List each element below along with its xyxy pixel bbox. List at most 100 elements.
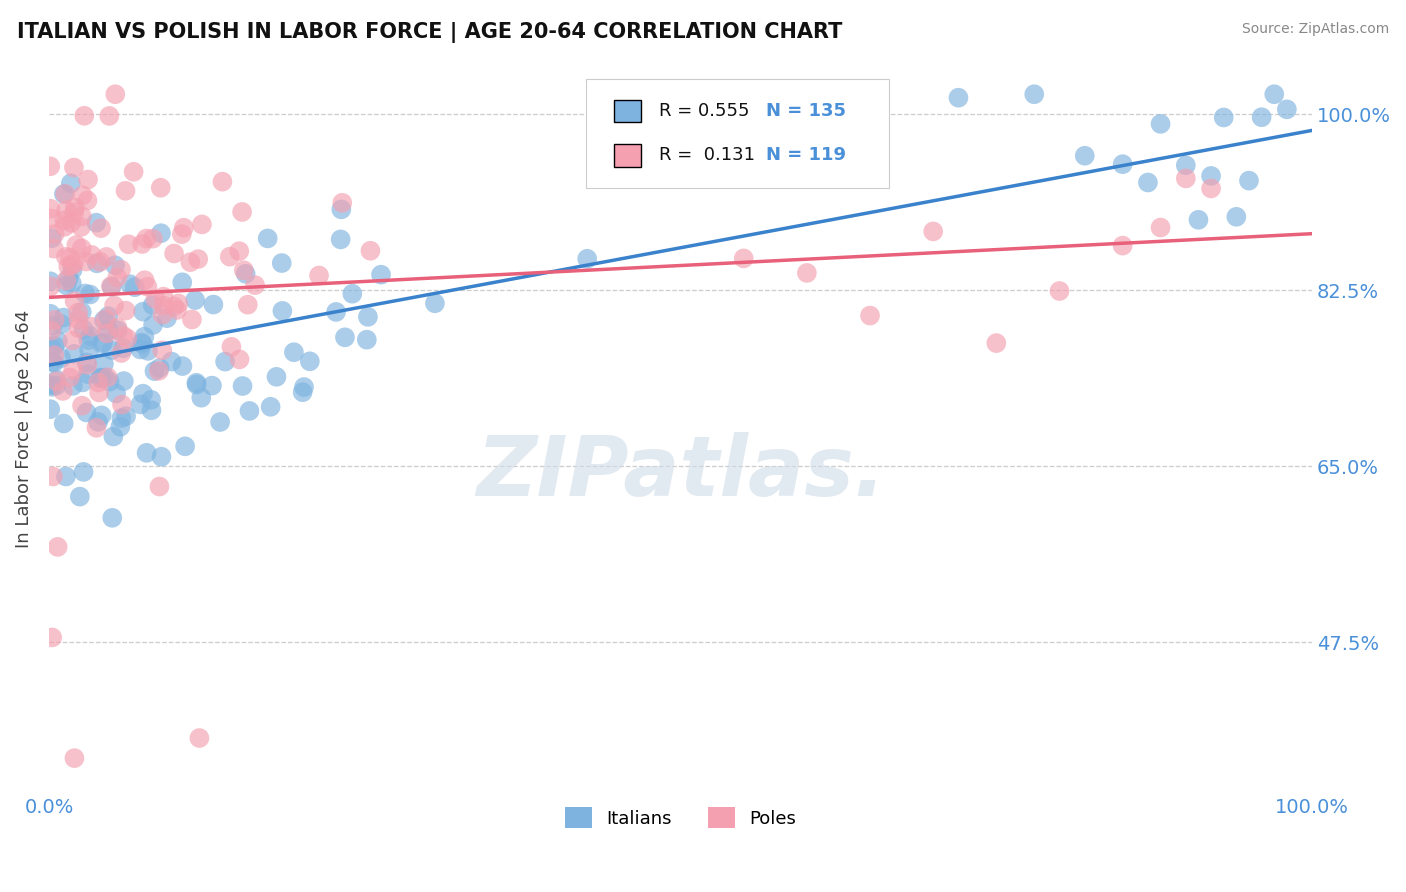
Point	[96, 326, 118, 341]
Point	[329, 232, 352, 246]
Point	[859, 309, 882, 323]
Point	[87, 376, 110, 390]
Point	[132, 304, 155, 318]
FancyBboxPatch shape	[613, 145, 641, 167]
Point	[270, 256, 292, 270]
Point	[70, 220, 93, 235]
Point	[73, 286, 96, 301]
FancyBboxPatch shape	[586, 78, 889, 188]
Point	[110, 419, 132, 434]
Point	[186, 377, 208, 392]
Point	[356, 333, 378, 347]
Point	[1049, 284, 1071, 298]
Point	[55, 469, 77, 483]
Point	[238, 404, 260, 418]
Point	[1174, 171, 1197, 186]
Point	[63, 201, 86, 215]
Point	[39, 378, 62, 392]
Point	[1225, 210, 1247, 224]
Point	[202, 297, 225, 311]
Point	[136, 343, 159, 358]
Point	[576, 252, 599, 266]
Point	[97, 370, 120, 384]
Point	[733, 252, 755, 266]
Point	[131, 236, 153, 251]
Point	[145, 292, 167, 306]
Point	[70, 241, 93, 255]
Point	[87, 415, 110, 429]
Point	[357, 310, 380, 324]
Point	[173, 220, 195, 235]
Point	[62, 334, 84, 348]
Point	[44, 348, 66, 362]
Point	[63, 161, 86, 175]
Point	[209, 415, 232, 429]
Point	[136, 279, 159, 293]
Point	[76, 358, 98, 372]
Point	[1237, 173, 1260, 187]
Point	[86, 256, 108, 270]
Point	[256, 231, 278, 245]
Point	[1212, 111, 1234, 125]
Point	[342, 286, 364, 301]
Point	[41, 631, 63, 645]
Point	[333, 330, 356, 344]
Point	[94, 312, 117, 326]
Point	[70, 399, 93, 413]
Point	[104, 87, 127, 102]
Point	[132, 386, 155, 401]
Point	[142, 318, 165, 332]
Point	[163, 300, 186, 314]
Point	[39, 202, 62, 216]
Point	[266, 369, 288, 384]
Point	[131, 336, 153, 351]
Point	[179, 255, 201, 269]
Point	[114, 184, 136, 198]
Point	[60, 277, 83, 291]
Point	[41, 318, 63, 333]
Point	[114, 303, 136, 318]
Point	[46, 334, 69, 349]
Point	[124, 280, 146, 294]
Point	[60, 216, 83, 230]
Point	[141, 403, 163, 417]
Point	[107, 323, 129, 337]
FancyBboxPatch shape	[613, 100, 641, 122]
Point	[325, 305, 347, 319]
Point	[52, 384, 75, 398]
Point	[75, 254, 97, 268]
Point	[117, 237, 139, 252]
Point	[84, 216, 107, 230]
Point	[76, 367, 98, 381]
Point	[150, 343, 173, 358]
Point	[135, 446, 157, 460]
Point	[1074, 149, 1097, 163]
Point	[77, 343, 100, 358]
Point	[72, 376, 94, 390]
Point	[93, 370, 115, 384]
Point	[214, 354, 236, 368]
Point	[60, 259, 83, 273]
Point	[62, 263, 84, 277]
Point	[79, 329, 101, 343]
Point	[134, 273, 156, 287]
Point	[131, 335, 153, 350]
Point	[41, 380, 63, 394]
Point	[243, 278, 266, 293]
Point	[45, 373, 67, 387]
Point	[42, 242, 65, 256]
Point	[44, 339, 66, 353]
Point	[55, 274, 77, 288]
Point	[79, 287, 101, 301]
Point	[120, 277, 142, 292]
Point	[1275, 103, 1298, 117]
Point	[218, 250, 240, 264]
Point	[796, 266, 818, 280]
Point	[51, 317, 73, 331]
Point	[63, 294, 86, 309]
Point	[271, 304, 294, 318]
Point	[201, 378, 224, 392]
Point	[292, 380, 315, 394]
Point	[42, 356, 65, 370]
Point	[39, 159, 62, 173]
